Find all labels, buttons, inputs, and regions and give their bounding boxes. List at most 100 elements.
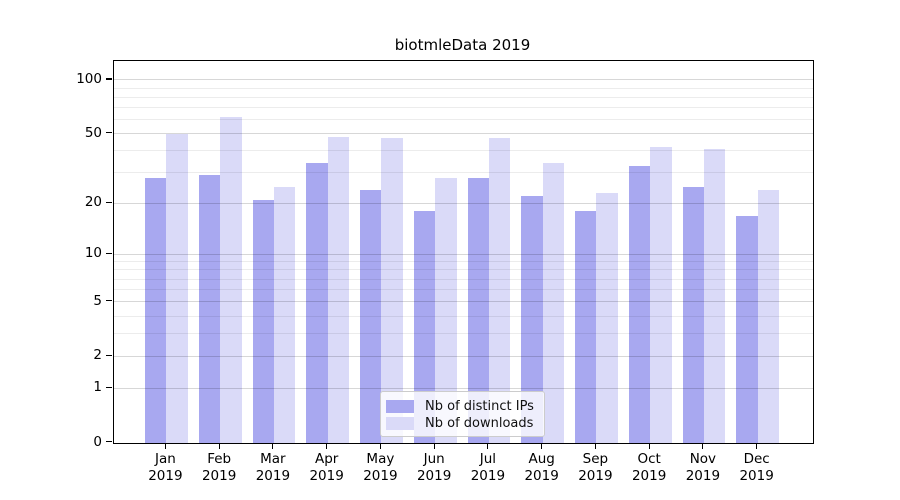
y-tick-mark-50: [106, 132, 112, 134]
x-tick-mark-sep: [594, 443, 596, 449]
x-tick-month: Nov: [689, 451, 717, 467]
legend: Nb of distinct IPs Nb of downloads: [380, 391, 545, 437]
minor-gridline-40: [114, 150, 813, 152]
y-tick-mark-5: [106, 300, 112, 302]
x-tick-month: May: [366, 451, 395, 467]
bar-downloads-dec: [757, 189, 780, 443]
legend-label-distinct-ips: Nb of distinct IPs: [425, 398, 534, 414]
x-tick-year: 2019: [631, 468, 667, 484]
y-tick-label-50: 50: [84, 124, 102, 141]
y-tick-mark-20: [106, 201, 112, 203]
bar-distinct-ips-nov: [682, 186, 704, 443]
y-tick-label-100: 100: [76, 70, 102, 87]
bar-downloads-nov: [703, 148, 726, 443]
minor-gridline-9: [114, 261, 813, 263]
x-tick-mark-mar: [272, 443, 274, 449]
x-tick-label-jul: Jul 2019: [458, 451, 518, 485]
legend-label-downloads: Nb of downloads: [425, 415, 534, 431]
x-tick-month: Jul: [479, 451, 497, 467]
x-tick-month: Jun: [423, 451, 445, 467]
major-gridline-20: [114, 202, 813, 204]
major-gridline-5: [114, 301, 813, 303]
x-tick-month: Jan: [154, 451, 176, 467]
x-tick-month: Dec: [743, 451, 770, 467]
x-tick-month: Apr: [314, 451, 339, 467]
y-tick-mark-0: [106, 441, 112, 443]
minor-gridline-4: [114, 315, 813, 317]
x-tick-mark-aug: [541, 443, 543, 449]
bar-distinct-ips-sep: [575, 211, 597, 443]
x-tick-label-nov: Nov 2019: [673, 451, 733, 485]
major-gridline-10: [114, 253, 813, 255]
x-tick-year: 2019: [363, 468, 398, 484]
y-tick-label-5: 5: [93, 292, 102, 309]
x-tick-year: 2019: [148, 468, 183, 484]
x-tick-mark-jun: [433, 443, 435, 449]
x-tick-year: 2019: [470, 468, 506, 484]
x-tick-month: Feb: [207, 451, 232, 467]
bar-distinct-ips-apr: [306, 163, 328, 443]
y-tick-mark-100: [106, 78, 112, 80]
x-tick-mark-apr: [326, 443, 328, 449]
y-tick-mark-10: [106, 252, 112, 254]
bar-distinct-ips-jan: [145, 178, 167, 443]
minor-gridline-6: [114, 289, 813, 291]
legend-item-distinct-ips: Nb of distinct IPs: [386, 398, 536, 414]
x-tick-label-dec: Dec 2019: [727, 451, 787, 485]
x-tick-label-apr: Apr 2019: [297, 451, 357, 485]
grid-layer: [114, 61, 813, 443]
bar-distinct-ips-feb: [198, 175, 221, 443]
x-tick-year: 2019: [416, 468, 452, 484]
major-gridline-50: [114, 133, 813, 135]
legend-swatch-distinct-ips: [386, 399, 414, 413]
bar-distinct-ips-dec: [736, 215, 758, 443]
x-tick-label-jan: Jan 2019: [135, 451, 195, 485]
x-tick-mark-nov: [702, 443, 704, 449]
x-tick-label-aug: Aug 2019: [512, 451, 572, 485]
x-tick-month: Aug: [528, 451, 555, 467]
minor-gridline-8: [114, 269, 813, 271]
x-tick-year: 2019: [201, 468, 237, 484]
legend-swatch-downloads: [386, 416, 414, 430]
x-tick-mark-may: [379, 443, 381, 449]
x-tick-label-feb: Feb 2019: [189, 451, 249, 485]
x-tick-month: Oct: [637, 451, 661, 467]
bar-distinct-ips-mar: [252, 199, 274, 443]
x-tick-label-mar: Mar 2019: [243, 451, 303, 485]
x-tick-year: 2019: [578, 468, 613, 484]
y-tick-mark-1: [106, 386, 112, 388]
minor-gridline-3: [114, 333, 813, 335]
bar-downloads-aug: [542, 163, 565, 443]
minor-gridline-30: [114, 172, 813, 174]
x-tick-mark-oct: [648, 443, 650, 449]
y-tick-label-2: 2: [93, 347, 102, 364]
bar-downloads-jan: [166, 133, 188, 443]
bar-downloads-mar: [273, 186, 296, 443]
x-tick-year: 2019: [739, 468, 774, 484]
x-tick-year: 2019: [524, 468, 559, 484]
bars-layer: [114, 61, 813, 443]
chart-title: biotmleData 2019: [394, 36, 531, 54]
x-tick-month: Sep: [582, 451, 609, 467]
y-tick-label-0: 0: [93, 433, 102, 450]
x-tick-mark-dec: [756, 443, 758, 449]
minor-gridline-90: [114, 87, 813, 89]
x-tick-mark-feb: [218, 443, 220, 449]
minor-gridline-60: [114, 119, 813, 121]
x-tick-label-may: May 2019: [350, 451, 410, 485]
x-tick-label-jun: Jun 2019: [404, 451, 464, 485]
plot-area: Nb of distinct IPs Nb of downloads: [113, 60, 814, 444]
major-gridline-100: [114, 79, 813, 81]
x-tick-year: 2019: [685, 468, 721, 484]
bar-downloads-feb: [220, 117, 242, 443]
bar-downloads-sep: [596, 192, 618, 443]
x-tick-year: 2019: [255, 468, 291, 484]
y-tick-label-1: 1: [93, 379, 102, 396]
x-tick-mark-jul: [487, 443, 489, 449]
bar-downloads-oct: [650, 147, 672, 443]
bar-downloads-apr: [327, 136, 350, 443]
y-tick-label-10: 10: [84, 245, 102, 262]
minor-gridline-7: [114, 278, 813, 280]
minor-gridline-70: [114, 107, 813, 109]
